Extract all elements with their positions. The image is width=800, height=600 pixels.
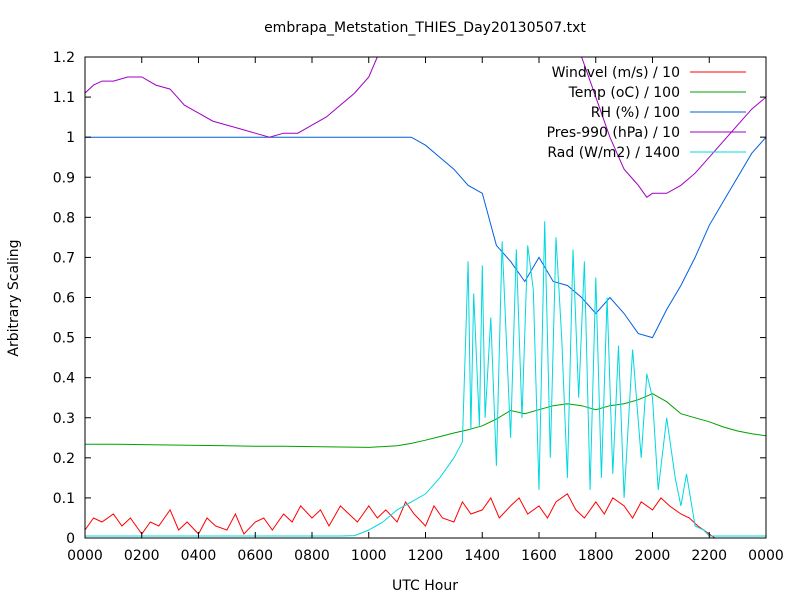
- x-tick-label: 2000: [635, 548, 671, 564]
- y-axis-label: Arbitrary Scaling: [6, 239, 22, 356]
- y-tick-label: 1.1: [53, 90, 75, 106]
- legend: Windvel (m/s) / 10 Temp (oC) / 100 RH (%) …: [547, 65, 746, 161]
- x-tick-label: 0200: [124, 548, 160, 564]
- series-line-3: [85, 136, 766, 339]
- series-line-2: [85, 393, 766, 448]
- x-tick-label: 1200: [408, 548, 444, 564]
- x-axis-label: UTC Hour: [392, 578, 458, 594]
- y-tick-label: 0.2: [53, 451, 75, 467]
- legend-label: Temp (oC) / 100: [568, 85, 680, 101]
- x-tick-label: 1400: [464, 548, 500, 564]
- x-tick-label: 1600: [521, 548, 557, 564]
- y-tick-label: 0: [66, 531, 75, 547]
- y-tick-label: 1.2: [53, 50, 75, 66]
- series-line-5: [85, 221, 766, 537]
- legend-label: Rad (W/m2) / 1400: [547, 145, 680, 161]
- y-tick-label: 0.5: [53, 331, 75, 347]
- x-tick-label: 0800: [294, 548, 330, 564]
- legend-label: RH (%) / 100: [591, 105, 680, 121]
- x-tick-label: 0000: [748, 548, 784, 564]
- y-tick-label: 1: [66, 130, 75, 146]
- x-tick-label: 1000: [351, 548, 387, 564]
- x-tick-label: 0000: [67, 548, 103, 564]
- series-line-1: [85, 493, 766, 538]
- y-tick-label: 0.4: [53, 371, 75, 387]
- y-tick-label: 0.8: [53, 210, 75, 226]
- y-tick-label: 0.7: [53, 250, 75, 266]
- x-tick-label: 0400: [181, 548, 217, 564]
- legend-label: Windvel (m/s) / 10: [552, 65, 680, 81]
- legend-label: Pres-990 (hPa) / 10: [547, 125, 680, 141]
- axis-ticks-group: 0000 0200 0400 0600 0800 1000 1200 1400 1600 1800…: [53, 50, 784, 564]
- y-tick-label: 0.1: [53, 491, 75, 507]
- chart-title: embrapa_Metstation_THIES_Day20130507.txt: [264, 20, 586, 36]
- x-tick-label: 2200: [691, 548, 727, 564]
- x-tick-label: 0600: [237, 548, 273, 564]
- x-tick-label: 1800: [578, 548, 614, 564]
- series-line-4: [85, 57, 766, 198]
- y-tick-label: 0.9: [53, 170, 75, 186]
- y-tick-label: 0.6: [53, 291, 75, 307]
- y-tick-label: 0.3: [53, 411, 75, 427]
- plot-series-group: [85, 57, 766, 538]
